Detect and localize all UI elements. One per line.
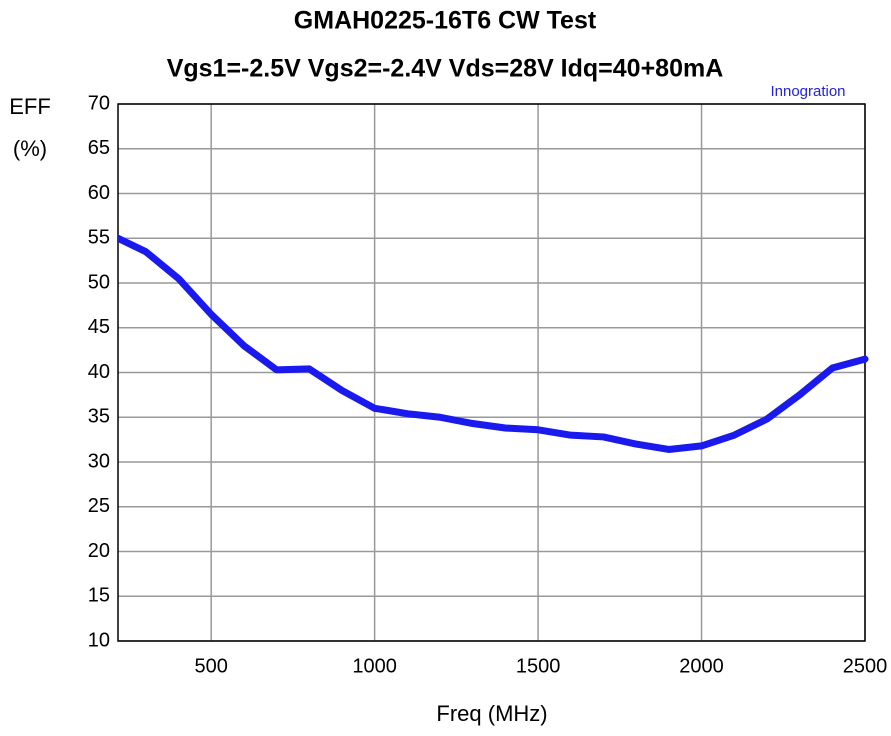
x-tick-label: 500 [194, 655, 227, 677]
y-tick-label: 65 [88, 137, 110, 159]
y-tick-label: 45 [88, 316, 110, 338]
y-axis-label: EFF [9, 94, 51, 119]
x-axis-label: Freq (MHz) [436, 701, 547, 726]
chart-subtitle: Vgs1=-2.5V Vgs2=-2.4V Vds=28V Idq=40+80m… [167, 55, 724, 83]
y-tick-label: 30 [88, 450, 110, 472]
y-tick-label: 55 [88, 227, 110, 249]
y-tick-label: 60 [88, 182, 110, 204]
x-tick-label: 1500 [516, 655, 561, 677]
y-tick-label: 70 [88, 92, 110, 114]
y-tick-label: 20 [88, 540, 110, 562]
x-tick-label: 2000 [679, 655, 724, 677]
y-tick-label: 40 [88, 361, 110, 383]
data-line [118, 234, 869, 453]
x-tick-label: 2500 [843, 655, 888, 677]
y-tick-label: 10 [88, 629, 110, 651]
y-tick-label: 25 [88, 495, 110, 517]
y-tick-label: 15 [88, 585, 110, 607]
annotation: Innogration [770, 83, 845, 100]
plot-frame [117, 103, 866, 642]
y-tick-label: 35 [88, 406, 110, 428]
x-tick-label: 1000 [352, 655, 397, 677]
y-tick-label: 50 [88, 271, 110, 293]
chart-title: GMAH0225-16T6 CW Test [294, 7, 597, 35]
y-axis-label: (%) [13, 136, 47, 161]
